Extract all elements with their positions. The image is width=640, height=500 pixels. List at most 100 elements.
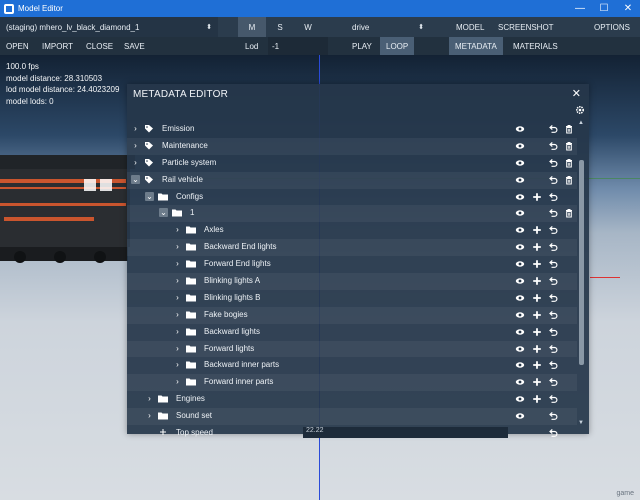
plus-icon[interactable] <box>532 377 542 387</box>
plus-icon[interactable] <box>532 394 542 404</box>
undo-icon[interactable] <box>548 310 558 320</box>
tree-row[interactable]: › Backward End lights <box>127 239 577 257</box>
trash-icon[interactable] <box>564 158 574 168</box>
tree-row[interactable]: › Forward lights <box>127 340 577 358</box>
eye-icon[interactable] <box>515 394 525 404</box>
trash-icon[interactable] <box>564 175 574 185</box>
chevron-right-icon[interactable]: › <box>176 276 179 286</box>
chevron-right-icon[interactable]: › <box>176 326 179 336</box>
trash-icon[interactable] <box>564 124 574 134</box>
tree-row[interactable]: › Forward inner parts <box>127 374 577 392</box>
undo-icon[interactable] <box>548 411 558 421</box>
plus-icon[interactable] <box>532 276 542 286</box>
undo-icon[interactable] <box>548 259 558 269</box>
undo-icon[interactable] <box>548 242 558 252</box>
undo-icon[interactable] <box>548 394 558 404</box>
chevron-right-icon[interactable]: › <box>176 225 179 235</box>
undo-icon[interactable] <box>548 141 558 151</box>
eye-icon[interactable] <box>515 141 525 151</box>
tree-row[interactable]: › Forward End lights <box>127 256 577 273</box>
eye-icon[interactable] <box>515 158 525 168</box>
tree-row[interactable]: › Particle system <box>127 155 577 172</box>
scroll-down-icon[interactable]: ▼ <box>578 420 584 426</box>
undo-icon[interactable] <box>548 158 558 168</box>
loop-toggle[interactable]: LOOP <box>380 37 415 55</box>
tree-row[interactable]: › Blinking lights B <box>127 290 577 307</box>
play-button[interactable]: PLAY <box>352 41 372 51</box>
eye-icon[interactable] <box>515 327 525 337</box>
eye-icon[interactable] <box>515 411 525 421</box>
plus-icon[interactable] <box>532 327 542 337</box>
undo-icon[interactable] <box>548 377 558 387</box>
plus-icon[interactable] <box>532 344 542 354</box>
chevron-right-icon[interactable]: › <box>176 259 179 269</box>
plus-icon[interactable] <box>532 259 542 269</box>
eye-icon[interactable] <box>515 124 525 134</box>
gear-icon[interactable] <box>575 105 585 115</box>
chevron-right-icon[interactable]: › <box>176 377 179 387</box>
undo-icon[interactable] <box>548 327 558 337</box>
tree-row[interactable]: › Sound set <box>127 408 577 426</box>
chevron-right-icon[interactable]: › <box>176 360 179 370</box>
undo-icon[interactable] <box>548 360 558 370</box>
screenshot-menu[interactable]: SCREENSHOT <box>498 22 554 32</box>
tree-row[interactable]: Top speed 22.22 <box>127 425 577 442</box>
chevron-right-icon[interactable]: › <box>148 411 151 421</box>
undo-icon[interactable] <box>548 124 558 134</box>
eye-icon[interactable] <box>515 310 525 320</box>
undo-icon[interactable] <box>548 192 558 202</box>
eye-icon[interactable] <box>515 344 525 354</box>
save-button[interactable]: SAVE <box>124 41 145 51</box>
chevron-right-icon[interactable]: › <box>176 343 179 353</box>
chevron-right-icon[interactable]: › <box>134 124 137 133</box>
undo-icon[interactable] <box>548 225 558 235</box>
chevron-right-icon[interactable]: › <box>134 157 137 167</box>
undo-icon[interactable] <box>548 293 558 303</box>
maximize-button[interactable]: ☐ <box>599 3 609 14</box>
plus-icon[interactable] <box>532 192 542 202</box>
trash-icon[interactable] <box>564 141 574 151</box>
model-menu[interactable]: MODEL <box>456 22 485 32</box>
view-s-toggle[interactable]: S <box>266 17 294 37</box>
tree-row[interactable]: › Maintenance <box>127 137 577 155</box>
scroll-up-icon[interactable]: ▲ <box>578 120 584 126</box>
eye-icon[interactable] <box>515 360 525 370</box>
chevron-right-icon[interactable]: › <box>148 394 151 404</box>
plus-icon[interactable] <box>532 310 542 320</box>
eye-icon[interactable] <box>515 192 525 202</box>
minimize-button[interactable]: — <box>575 3 585 14</box>
undo-icon[interactable] <box>548 344 558 354</box>
plus-icon[interactable] <box>532 293 542 303</box>
undo-icon[interactable] <box>548 276 558 286</box>
model-select[interactable]: (staging) mhero_lv_black_diamond_1 ⬍ <box>0 17 218 37</box>
tree-row[interactable]: › Blinking lights A <box>127 273 577 290</box>
import-button[interactable]: IMPORT <box>42 41 73 51</box>
tree-row[interactable]: › Backward lights <box>127 324 577 341</box>
tree-row[interactable]: › Fake bogies <box>127 306 577 324</box>
chevron-down-icon[interactable]: ⌄ <box>159 208 168 218</box>
undo-icon[interactable] <box>548 208 558 218</box>
close-icon[interactable]: ✕ <box>571 88 581 100</box>
trash-icon[interactable] <box>564 208 574 218</box>
tree-row[interactable]: › Backward inner parts <box>127 357 577 374</box>
chevron-down-icon[interactable]: ⌄ <box>131 174 140 184</box>
materials-tab[interactable]: MATERIALS <box>513 41 558 51</box>
view-w-toggle[interactable]: W <box>294 17 322 37</box>
options-menu[interactable]: OPTIONS <box>594 22 631 32</box>
eye-icon[interactable] <box>515 208 525 218</box>
tree-row[interactable]: › Axles <box>127 222 577 239</box>
plus-icon[interactable] <box>532 225 542 235</box>
eye-icon[interactable] <box>515 293 525 303</box>
close-window-button[interactable]: ✕ <box>623 3 633 14</box>
tree-row[interactable]: ⌄ Configs <box>127 189 577 206</box>
eye-icon[interactable] <box>515 242 525 252</box>
view-m-toggle[interactable]: M <box>238 17 266 37</box>
eye-icon[interactable] <box>515 225 525 235</box>
metadata-tab[interactable]: METADATA <box>449 37 503 55</box>
tree-row[interactable]: ⌄ 1 <box>127 205 577 223</box>
eye-icon[interactable] <box>515 377 525 387</box>
eye-icon[interactable] <box>515 175 525 185</box>
chevron-right-icon[interactable]: › <box>176 292 179 302</box>
chevron-right-icon[interactable]: › <box>176 242 179 252</box>
plus-icon[interactable] <box>532 242 542 252</box>
